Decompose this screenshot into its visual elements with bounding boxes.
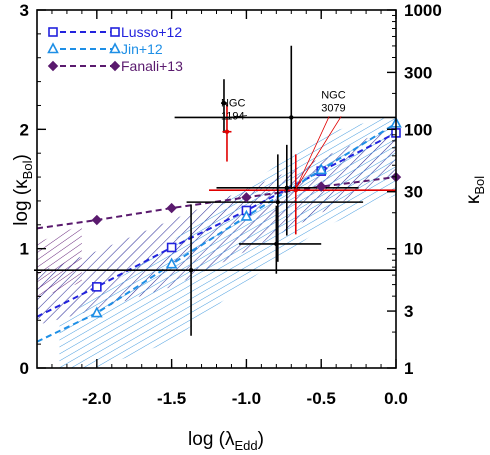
x-axis-title: log (λEdd)	[188, 429, 264, 453]
marker-fanali-13-1	[91, 214, 103, 226]
legend-marker-right	[110, 27, 120, 37]
marker-jin-12-3	[240, 209, 253, 221]
marker-lusso-12-2	[166, 242, 177, 253]
line-jin-12	[37, 122, 396, 343]
marker-jin-12-1	[91, 306, 103, 318]
y2-tick-label: 100	[404, 120, 432, 139]
y-axis-title-close: )	[11, 154, 32, 160]
data-point-marker	[221, 100, 227, 106]
annotation-label-line1: NGC	[221, 98, 246, 110]
axes: -2.0 -1.5 -1.0 -0.5 0.0 0 1 2 3 1 3 10 30 100 300 1000	[20, 1, 442, 408]
annotation-label-line2: 3079	[321, 102, 345, 114]
marker-fanali-13-4	[316, 181, 327, 192]
x-tick-label: -1.5	[157, 389, 186, 408]
marker-fanali-13-2	[166, 202, 177, 214]
x-axis-title-sub: Edd	[235, 438, 258, 453]
y2-tick-label: 300	[404, 63, 432, 82]
y-axis-title-sub: Bol	[20, 160, 35, 179]
data-point-4	[209, 154, 396, 235]
marker-jin-12-4	[315, 163, 328, 175]
y2-tick-label: 1000	[404, 1, 442, 20]
band-jin-12	[59, 115, 396, 368]
y2-axis-title-sub: Bol	[472, 176, 487, 195]
legend-marker-right	[109, 42, 121, 54]
legend-label: Jin+12	[121, 41, 163, 57]
annotation-pointer	[295, 116, 342, 190]
x-axis-title-main: log (λ	[188, 429, 235, 450]
x-axis-title-close: )	[258, 429, 264, 450]
legend-marker-left	[48, 27, 58, 37]
data-point-3	[174, 45, 396, 189]
marker-jin-12-2	[165, 257, 178, 269]
data-point-marker	[289, 115, 294, 120]
legend-marker-left	[47, 60, 59, 72]
legend-label: Lusso+12	[121, 24, 182, 40]
x-tick-label: -1.0	[232, 389, 261, 408]
data-points	[34, 45, 396, 336]
y2-tick-label: 30	[404, 183, 423, 202]
legend-item-lusso-12: Lusso+12	[48, 24, 182, 40]
annotation-label-line1: NGC	[321, 89, 346, 101]
data-point-5	[216, 144, 359, 236]
y-tick-label: 2	[20, 120, 29, 139]
marker-lusso-12-1	[92, 282, 102, 292]
y2-tick-label: 10	[404, 240, 423, 259]
legend-label: Fanali+13	[121, 58, 183, 74]
y-tick-label: 0	[20, 359, 29, 378]
data-point-marker	[293, 187, 298, 193]
data-point-7	[238, 205, 322, 274]
y2-axis-title: κBol	[463, 176, 487, 204]
y-axis-title-main: log (κ	[11, 179, 32, 226]
y2-axis-title-main: κ	[463, 194, 484, 204]
data-point-marker	[188, 267, 194, 273]
data-point-marker	[284, 185, 290, 191]
y2-tick-label: 3	[404, 302, 413, 321]
legend-marker-left	[47, 42, 59, 54]
line-lusso-12	[37, 132, 396, 318]
data-point-marker	[274, 241, 279, 247]
data-point-marker	[224, 129, 230, 134]
annotation-pointer	[226, 115, 248, 118]
legend-item-fanali-13: Fanali+13	[47, 58, 183, 74]
y-axis-title: log (κBol)	[11, 154, 35, 226]
data-point-marker	[275, 199, 281, 205]
x-tick-label: -2.0	[82, 389, 111, 408]
y2-tick-label: 1	[404, 359, 413, 378]
x-tick-label: -0.5	[307, 389, 336, 408]
y-tick-label: 1	[20, 240, 29, 259]
marker-fanali-13-3	[241, 192, 252, 203]
legend-marker-right	[109, 60, 121, 72]
data-point-2	[222, 104, 232, 162]
legend-item-jin-12: Jin+12	[47, 41, 163, 57]
band-fanali-13	[37, 224, 82, 299]
x-tick-label: 0.0	[384, 389, 408, 408]
data-point-8	[34, 204, 396, 336]
uncertainty-bands	[37, 115, 396, 368]
y-tick-label: 3	[20, 1, 29, 20]
data-point-1	[220, 79, 227, 133]
